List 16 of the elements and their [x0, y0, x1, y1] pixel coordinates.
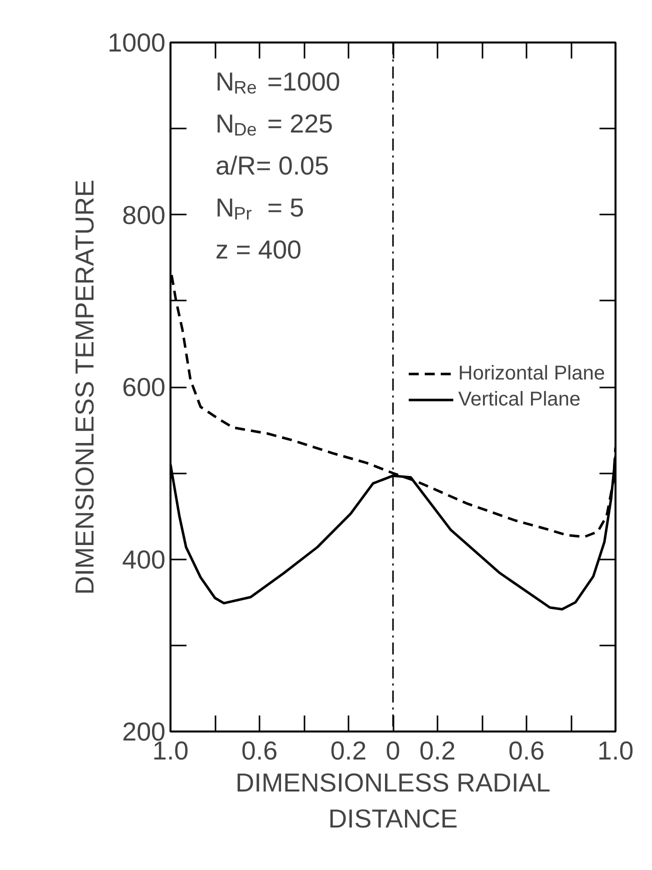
x-tick-label: 0 [386, 736, 400, 766]
x-tick-label: 0.6 [241, 736, 278, 766]
y-tick-label: 1000 [108, 28, 166, 58]
x-tick-label: 0.2 [419, 736, 456, 766]
y-tick-label: 800 [122, 200, 166, 230]
y-tick-label: 600 [122, 372, 166, 402]
y-tick-label: 400 [122, 544, 166, 574]
annotation: z = 400 [216, 234, 302, 264]
x-tick-label: 1.0 [597, 736, 634, 766]
legend-label: Vertical Plane [458, 388, 581, 411]
annotation: a/R= 0.05 [216, 150, 329, 180]
x-axis-title: DIMENSIONLESS RADIAL DISTANCE [236, 768, 550, 834]
x-tick-label: 0.2 [330, 736, 367, 766]
y-axis-title: DIMENSIONLESS TEMPERATURE [70, 180, 100, 595]
x-tick-label: 0.6 [508, 736, 545, 766]
legend-label: Horizontal Plane [458, 362, 605, 385]
